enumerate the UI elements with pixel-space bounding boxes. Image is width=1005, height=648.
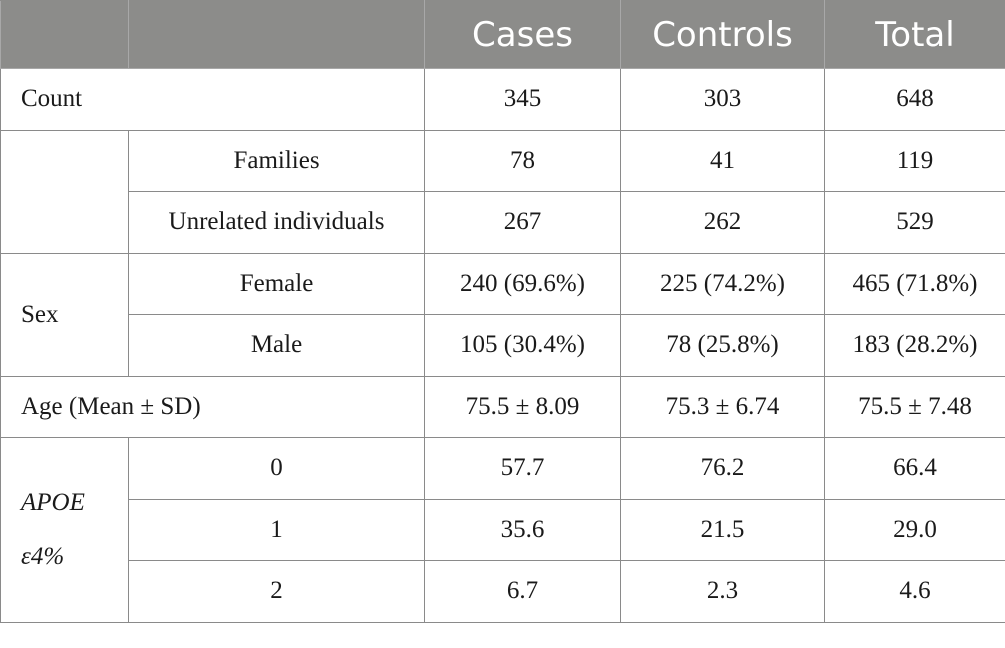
- cell-age-controls: 75.3 ± 6.74: [620, 375, 825, 438]
- cell-apoe-2-total: 4.6: [824, 560, 1005, 623]
- row-label-age: Age (Mean ± SD): [0, 375, 425, 438]
- cell-apoe-0-total: 66.4: [824, 437, 1005, 500]
- header-total: Total: [824, 0, 1005, 69]
- cell-apoe-2-cases: 6.7: [424, 560, 621, 623]
- cell-male-controls: 78 (25.8%): [620, 314, 825, 377]
- apoe-label-line1: APOE: [21, 488, 85, 516]
- row-label-apoe-0: 0: [128, 437, 425, 500]
- cell-families-controls: 41: [620, 129, 825, 192]
- header-row: Cases Controls Total: [0, 0, 1005, 69]
- header-blank-2: [128, 0, 425, 69]
- cell-age-cases: 75.5 ± 8.09: [424, 375, 621, 438]
- table-row-families: Families 78 41 119: [0, 129, 1005, 254]
- row-label-apoe-2: 2: [128, 560, 425, 623]
- row-label-unrelated: Unrelated individuals: [128, 191, 425, 254]
- table-row-apoe-0: APOE ε4% 0 57.7 76.2 66.4: [0, 437, 1005, 623]
- cell-male-cases: 105 (30.4%): [424, 314, 621, 377]
- row-label-male: Male: [128, 314, 425, 377]
- group-label-blank: [0, 129, 129, 254]
- cell-unrelated-controls: 262: [620, 191, 825, 254]
- group-label-apoe: APOE ε4%: [0, 437, 129, 623]
- cell-male-total: 183 (28.2%): [824, 314, 1005, 377]
- table-row-count: Count 345 303 648: [0, 68, 1005, 131]
- group-label-sex: Sex: [0, 252, 129, 377]
- table-row-female: Sex Female 240 (69.6%) 225 (74.2%) 465 (…: [0, 252, 1005, 377]
- cell-unrelated-cases: 267: [424, 191, 621, 254]
- cell-apoe-0-controls: 76.2: [620, 437, 825, 500]
- cell-families-total: 119: [824, 129, 1005, 192]
- table-row-male: Male 105 (30.4%) 78 (25.8%) 183 (28.2%): [1, 314, 1005, 377]
- header-blank-1: [0, 0, 129, 69]
- row-label-count: Count: [0, 68, 425, 131]
- header-cases: Cases: [424, 0, 621, 69]
- cell-count-controls: 303: [620, 68, 825, 131]
- cell-female-cases: 240 (69.6%): [424, 252, 621, 315]
- table-row-age: Age (Mean ± SD) 75.5 ± 8.09 75.3 ± 6.74 …: [0, 375, 1005, 438]
- table-row-apoe-1: 1 35.6 21.5 29.0: [1, 498, 1005, 561]
- cell-count-cases: 345: [424, 68, 621, 131]
- cell-female-controls: 225 (74.2%): [620, 252, 825, 315]
- cell-age-total: 75.5 ± 7.48: [824, 375, 1005, 438]
- row-label-apoe-1: 1: [128, 498, 425, 561]
- cell-female-total: 465 (71.8%): [824, 252, 1005, 315]
- apoe-label-line2: ε4%: [21, 542, 65, 570]
- cell-count-total: 648: [824, 68, 1005, 131]
- row-label-female: Female: [128, 252, 425, 315]
- cell-unrelated-total: 529: [824, 191, 1005, 254]
- cell-apoe-2-controls: 2.3: [620, 560, 825, 623]
- table-row-apoe-2: 2 6.7 2.3 4.6: [1, 560, 1005, 623]
- row-label-families: Families: [128, 129, 425, 192]
- cell-apoe-1-controls: 21.5: [620, 498, 825, 561]
- cell-families-cases: 78: [424, 129, 621, 192]
- header-controls: Controls: [620, 0, 825, 69]
- cell-apoe-1-total: 29.0: [824, 498, 1005, 561]
- cell-apoe-1-cases: 35.6: [424, 498, 621, 561]
- cell-apoe-0-cases: 57.7: [424, 437, 621, 500]
- table-row-unrelated: Unrelated individuals 267 262 529: [1, 191, 1005, 254]
- cohort-characteristics-table: Cases Controls Total Count 345 303 648 F…: [0, 0, 1005, 623]
